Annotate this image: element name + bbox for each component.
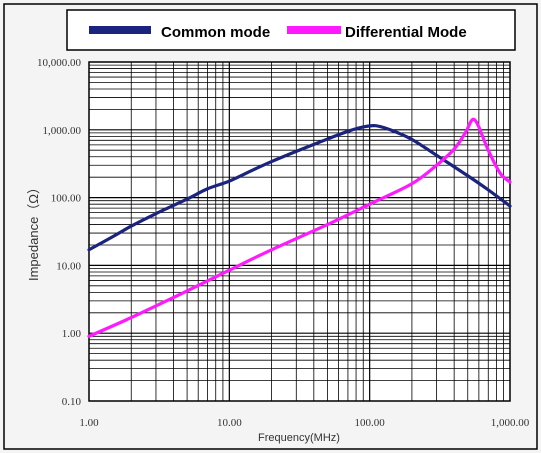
legend-swatch-differential-mode — [287, 26, 341, 34]
differential-mode-line — [87, 117, 512, 338]
x-tick-label: 100.00 — [355, 417, 386, 429]
y-axis-label: Impedance（Ω） — [26, 181, 41, 281]
legend: Common mode Differential Mode — [66, 9, 516, 51]
x-tick-label: 1,000.00 — [491, 417, 530, 429]
y-tick-label: 10,000.00 — [37, 57, 82, 69]
y-tick-label: 1,000.00 — [43, 125, 82, 137]
series-layer — [87, 117, 512, 338]
y-tick-label: 1.00 — [62, 328, 82, 340]
legend-label-differential-mode: Differential Mode — [345, 24, 467, 41]
gridlines — [89, 62, 510, 401]
legend-swatch-common-mode — [89, 26, 151, 34]
common-mode-line — [87, 123, 512, 252]
x-tick-label: 1.00 — [79, 417, 99, 429]
plot-background — [88, 61, 511, 402]
plot-area: 1.00 10.00 100.00 1,000.00 0.10 1.00 10.00 100.… — [37, 57, 530, 429]
x-axis-label: Frequency(MHz) — [258, 432, 340, 444]
x-tick-label: 10.00 — [217, 417, 242, 429]
y-tick-label: 10.00 — [56, 260, 81, 272]
y-tick-label: 0.10 — [62, 396, 82, 408]
y-tick-label: 100.00 — [51, 193, 82, 205]
tick-labels: 1.00 10.00 100.00 1,000.00 0.10 1.00 10.00 100.… — [37, 57, 530, 429]
legend-label-common-mode: Common mode — [161, 24, 270, 41]
